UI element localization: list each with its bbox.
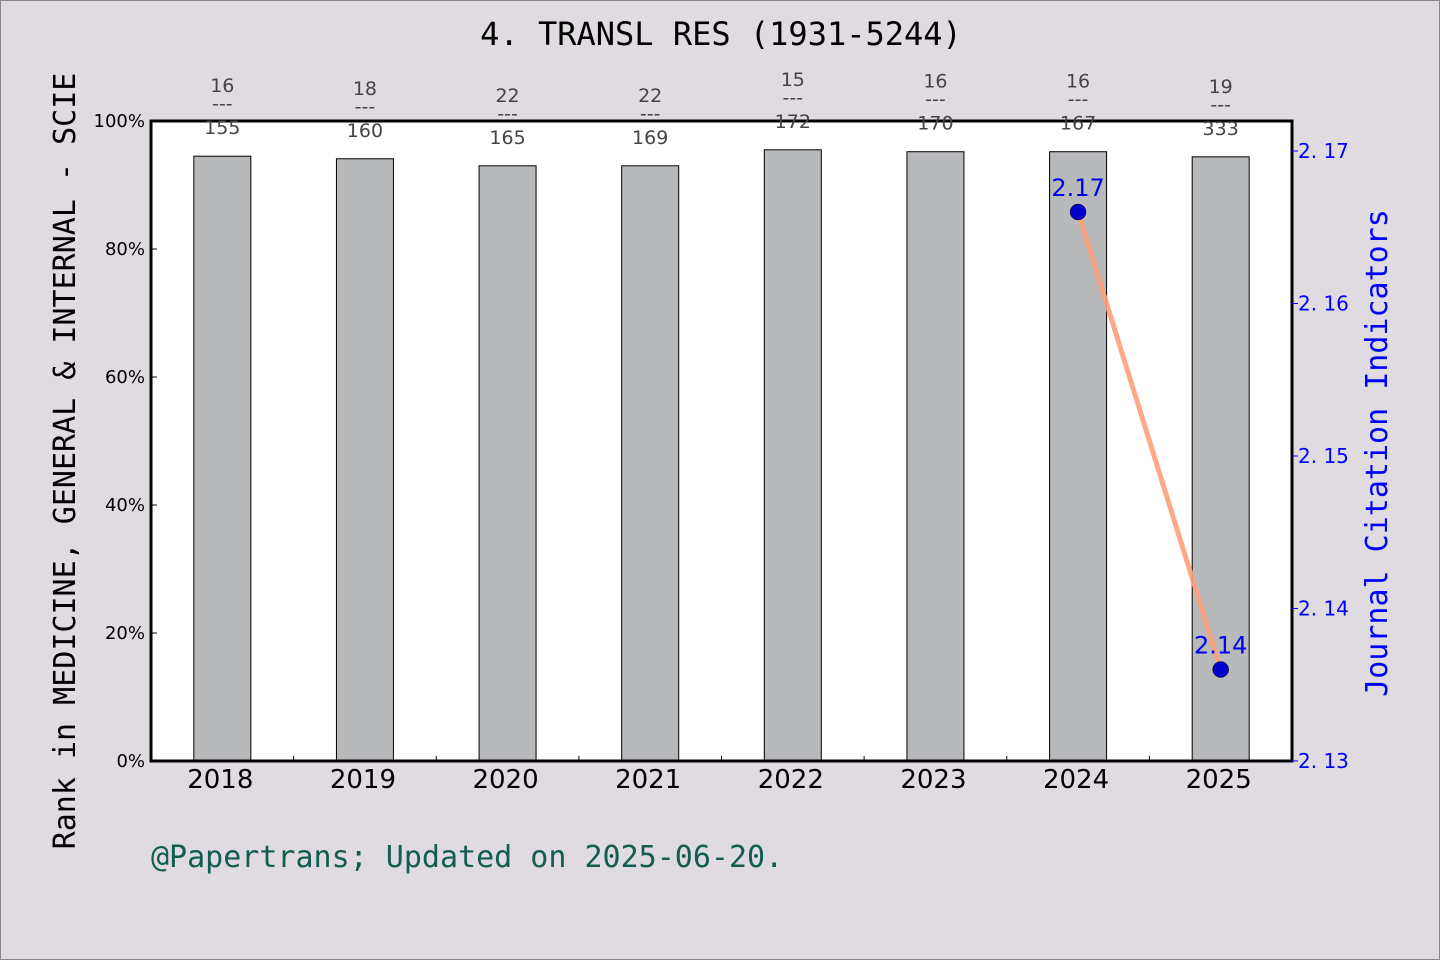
y-tick-label-right: 2. 13 <box>1298 749 1349 773</box>
y-tick-label-right: 2. 14 <box>1298 597 1349 621</box>
rank-label: 22 <box>638 85 662 107</box>
bar-2020 <box>478 165 537 762</box>
y-tick-label-left: 60% <box>105 367 145 388</box>
rank-label: 16 <box>210 75 234 97</box>
y-tick-label-right: 2. 16 <box>1298 292 1349 316</box>
y-tick-label-left: 80% <box>105 239 145 260</box>
x-tick-label: 2021 <box>615 765 681 795</box>
rank-separator: --- <box>355 96 376 118</box>
jci-point <box>1069 203 1087 221</box>
rank-label: 15 <box>781 69 805 91</box>
total-label: 169 <box>632 127 668 149</box>
x-tick-label: 2022 <box>758 765 824 795</box>
jci-point <box>1212 661 1229 678</box>
total-label: 167 <box>1060 113 1096 135</box>
rank-label: 18 <box>353 78 377 100</box>
total-label: 160 <box>347 120 383 142</box>
rank-separator: --- <box>212 93 233 115</box>
x-tick-label: 2018 <box>187 765 253 795</box>
footer-credit: @Papertrans; Updated on 2025-06-20. <box>151 840 783 875</box>
rank-label: 22 <box>495 85 519 107</box>
y-axis-label-right: Journal Citation Indicators <box>1360 209 1395 697</box>
total-label: 170 <box>917 113 953 135</box>
y-tick-label-left: 0% <box>116 751 145 772</box>
rank-label: 16 <box>923 71 947 93</box>
bar-2025 <box>1191 156 1250 762</box>
y-tick-label-right: 2. 15 <box>1298 444 1349 468</box>
jci-point-label: 2.14 <box>1194 632 1247 660</box>
rank-label: 16 <box>1066 71 1090 93</box>
bar-2021 <box>621 165 680 762</box>
y-tick-label-left: 40% <box>105 495 145 516</box>
chart-title: 4. TRANSL RES (1931-5244) <box>480 15 962 53</box>
rank-separator: --- <box>1068 89 1089 111</box>
rank-separator: --- <box>1210 94 1231 116</box>
y-tick-label-left: 20% <box>105 623 145 644</box>
y-tick-label-right: 2. 17 <box>1298 139 1349 163</box>
x-tick-label: 2024 <box>1043 765 1109 795</box>
x-tick-label: 2023 <box>900 765 966 795</box>
rank-separator: --- <box>925 89 946 111</box>
x-tick-label: 2025 <box>1186 765 1252 795</box>
jci-line <box>1075 211 1224 671</box>
total-label: 165 <box>489 127 525 149</box>
bar-2019 <box>335 158 394 762</box>
total-label: 155 <box>204 117 240 139</box>
x-tick-label: 2020 <box>472 765 538 795</box>
rank-label: 19 <box>1209 76 1233 98</box>
total-label: 172 <box>775 111 811 133</box>
plot-area <box>151 121 1292 761</box>
y-tick-label-left: 100% <box>94 111 145 132</box>
rank-separator: --- <box>497 103 518 125</box>
bar-2023 <box>906 151 965 762</box>
total-label: 333 <box>1203 118 1239 140</box>
bar-2022 <box>763 149 822 762</box>
x-tick-label: 2019 <box>330 765 396 795</box>
rank-separator: --- <box>640 103 661 125</box>
bar-2024 <box>1049 151 1108 762</box>
y-axis-label-left: Rank in MEDICINE, GENERAL & INTERNAL - S… <box>48 73 83 850</box>
rank-separator: --- <box>783 87 804 109</box>
jci-point-label: 2.17 <box>1051 174 1104 202</box>
bar-2018 <box>193 155 252 762</box>
